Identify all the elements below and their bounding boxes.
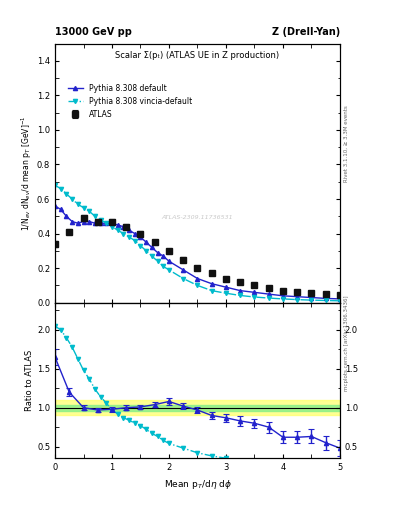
Pythia 8.308 vincia-default bbox=[132, 238, 137, 244]
X-axis label: Mean p$_T$/d$\eta$ d$\phi$: Mean p$_T$/d$\eta$ d$\phi$ bbox=[163, 478, 231, 490]
Pythia 8.308 vincia-default bbox=[127, 234, 132, 240]
Pythia 8.308 vincia-default bbox=[252, 294, 257, 300]
Text: 13000 GeV pp: 13000 GeV pp bbox=[55, 27, 132, 37]
Pythia 8.308 vincia-default bbox=[70, 196, 75, 202]
Text: Scalar Σ(pₜ) (ATLAS UE in Z production): Scalar Σ(pₜ) (ATLAS UE in Z production) bbox=[116, 51, 279, 60]
Pythia 8.308 vincia-default bbox=[104, 220, 108, 226]
Pythia 8.308 default bbox=[116, 222, 120, 228]
Y-axis label: 1/N$_{ev}$ dN$_{ev}$/d mean p$_T$ [GeV]$^{-1}$: 1/N$_{ev}$ dN$_{ev}$/d mean p$_T$ [GeV]$… bbox=[20, 115, 34, 231]
Pythia 8.308 vincia-default bbox=[64, 191, 69, 197]
Pythia 8.308 vincia-default bbox=[309, 297, 314, 303]
Text: Rivet 3.1.10, ≥ 3.3M events: Rivet 3.1.10, ≥ 3.3M events bbox=[344, 105, 349, 182]
Pythia 8.308 vincia-default bbox=[75, 201, 80, 207]
Y-axis label: Ratio to ATLAS: Ratio to ATLAS bbox=[25, 350, 34, 411]
Pythia 8.308 vincia-default bbox=[121, 230, 126, 237]
Pythia 8.308 vincia-default bbox=[266, 295, 271, 301]
Pythia 8.308 vincia-default bbox=[81, 205, 86, 211]
Pythia 8.308 default bbox=[98, 220, 103, 226]
Pythia 8.308 vincia-default bbox=[181, 275, 185, 282]
Pythia 8.308 default bbox=[53, 203, 57, 209]
Bar bbox=[55, 404, 340, 411]
Pythia 8.308 vincia-default bbox=[224, 290, 228, 296]
Pythia 8.308 vincia-default bbox=[295, 296, 299, 303]
Legend: Pythia 8.308 default, Pythia 8.308 vincia-default, ATLAS: Pythia 8.308 default, Pythia 8.308 vinci… bbox=[64, 81, 195, 122]
Pythia 8.308 vincia-default bbox=[110, 224, 114, 230]
Pythia 8.308 vincia-default bbox=[167, 267, 171, 273]
Pythia 8.308 default bbox=[144, 239, 149, 245]
Pythia 8.308 default bbox=[252, 289, 257, 295]
Pythia 8.308 default bbox=[338, 296, 342, 302]
Line: Pythia 8.308 default: Pythia 8.308 default bbox=[53, 204, 342, 301]
Pythia 8.308 default bbox=[132, 230, 137, 237]
Pythia 8.308 vincia-default bbox=[281, 296, 285, 302]
Pythia 8.308 vincia-default bbox=[195, 282, 200, 288]
Pythia 8.308 default bbox=[266, 291, 271, 297]
Pythia 8.308 default bbox=[181, 267, 185, 273]
Pythia 8.308 default bbox=[150, 244, 154, 250]
Pythia 8.308 vincia-default bbox=[116, 227, 120, 233]
Pythia 8.308 default bbox=[209, 281, 214, 287]
Pythia 8.308 default bbox=[281, 293, 285, 299]
Pythia 8.308 vincia-default bbox=[138, 243, 143, 249]
Pythia 8.308 default bbox=[127, 227, 132, 233]
Pythia 8.308 vincia-default bbox=[144, 248, 149, 254]
Pythia 8.308 default bbox=[295, 293, 299, 300]
Pythia 8.308 default bbox=[323, 295, 328, 302]
Text: mcplots.cern.ch [arXiv:1306.3436]: mcplots.cern.ch [arXiv:1306.3436] bbox=[344, 295, 349, 391]
Pythia 8.308 default bbox=[81, 219, 86, 225]
Pythia 8.308 default bbox=[161, 253, 166, 259]
Pythia 8.308 vincia-default bbox=[53, 182, 57, 188]
Pythia 8.308 default bbox=[195, 275, 200, 282]
Pythia 8.308 default bbox=[70, 219, 75, 225]
Pythia 8.308 default bbox=[87, 219, 92, 225]
Pythia 8.308 default bbox=[121, 224, 126, 230]
Pythia 8.308 default bbox=[224, 284, 228, 290]
Pythia 8.308 default bbox=[64, 213, 69, 219]
Bar bbox=[55, 400, 340, 415]
Text: ATLAS-2309.11736531: ATLAS-2309.11736531 bbox=[162, 215, 233, 220]
Pythia 8.308 vincia-default bbox=[155, 258, 160, 264]
Pythia 8.308 default bbox=[110, 220, 114, 226]
Pythia 8.308 vincia-default bbox=[59, 185, 63, 191]
Pythia 8.308 vincia-default bbox=[338, 298, 342, 304]
Pythia 8.308 default bbox=[59, 206, 63, 212]
Line: Pythia 8.308 vincia-default: Pythia 8.308 vincia-default bbox=[53, 183, 342, 303]
Pythia 8.308 vincia-default bbox=[323, 297, 328, 304]
Pythia 8.308 default bbox=[93, 220, 97, 226]
Pythia 8.308 vincia-default bbox=[98, 217, 103, 223]
Pythia 8.308 default bbox=[167, 258, 171, 264]
Pythia 8.308 default bbox=[155, 249, 160, 255]
Pythia 8.308 vincia-default bbox=[93, 213, 97, 219]
Pythia 8.308 vincia-default bbox=[238, 292, 242, 298]
Pythia 8.308 vincia-default bbox=[161, 263, 166, 269]
Pythia 8.308 default bbox=[104, 220, 108, 226]
Text: Z (Drell-Yan): Z (Drell-Yan) bbox=[272, 27, 340, 37]
Pythia 8.308 vincia-default bbox=[150, 253, 154, 259]
Pythia 8.308 default bbox=[309, 294, 314, 301]
Pythia 8.308 default bbox=[238, 288, 242, 294]
Pythia 8.308 vincia-default bbox=[87, 208, 92, 214]
Pythia 8.308 default bbox=[138, 234, 143, 240]
Pythia 8.308 vincia-default bbox=[209, 288, 214, 294]
Pythia 8.308 default bbox=[75, 220, 80, 226]
